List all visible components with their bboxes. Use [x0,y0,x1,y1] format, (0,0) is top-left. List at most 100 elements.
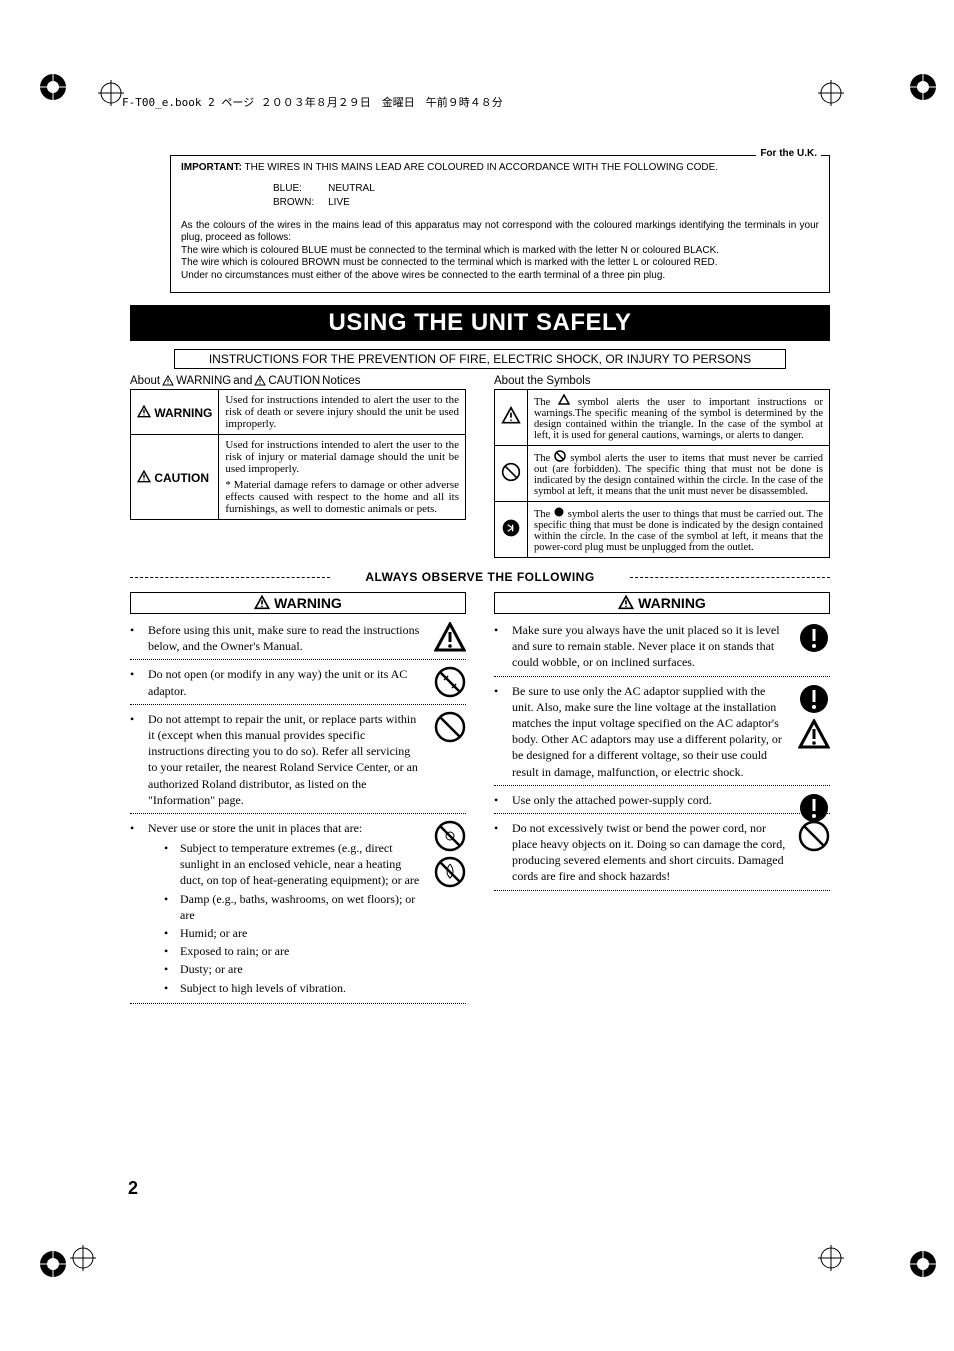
about-notices-head: About WARNING and CAUTION Notices [130,375,466,387]
wire-brown-label: BROWN: [273,197,326,210]
uk-para4: Under no circumstances must either of th… [181,270,819,283]
tri-post: symbol alerts the user to important inst… [534,397,823,441]
symbol-triangle-desc: The symbol alerts the user to important … [528,390,830,446]
about-symbols-head: About the Symbols [494,375,830,387]
wire-color-table: BLUE:NEUTRAL BROWN:LIVE [271,181,389,212]
uk-para3: The wire which is coloured BROWN must be… [181,257,819,270]
bullet-icon: • [164,891,172,923]
caution-desc: Used for instructions intended to alert … [219,435,466,520]
uk-para2: The wire which is coloured BLUE must be … [181,245,819,258]
warning-box-right: WARNING [494,592,830,614]
about-pre: About [130,375,160,387]
sub-dusty: • Dusty; or are [164,961,422,977]
dot-post: symbol alerts the user to things that mu… [534,509,823,553]
notices-left: About WARNING and CAUTION Notices WARNIN… [130,375,466,558]
sub-damp: •Damp (e.g., baths, washrooms, on wet fl… [164,891,422,923]
no-heat-icon [434,820,466,852]
unplug-icon [501,518,521,538]
bullet-icon: • [164,980,172,996]
warnings-left-col: WARNING • Before using this unit, make s… [130,584,466,1004]
symbol-forbidden-cell [495,446,528,502]
no-water-icon [434,856,466,888]
sub-damp-text: Damp (e.g., baths, washrooms, on wet flo… [180,891,422,923]
sub-vibration-text: Subject to high levels of vibration. [180,980,346,996]
uk-notice-box: For the U.K. IMPORTANT: THE WIRES IN THI… [170,155,830,293]
bullet-icon: • [130,666,140,698]
symbol-unplug-cell [495,502,528,558]
symbol-unplug-desc: The symbol alerts the user to things tha… [528,502,830,558]
warn-text-places: Never use or store the unit in places th… [148,821,362,835]
sub-vibration: • Subject to high levels of vibration. [164,980,422,996]
sub-humid: • Humid; or are [164,925,422,941]
warning-triangle-icon [162,375,174,387]
wire-blue-label: BLUE: [273,183,326,196]
symbol-triangle-cell [495,390,528,446]
caution-triangle-icon [254,375,266,387]
warn-text-places-wrap: Never use or store the unit in places th… [148,820,422,998]
warning-cell-label: WARNING [131,390,219,435]
warn-item-bend: • Do not excessively twist or bend the p… [494,820,830,891]
warn-text-read: Before using this unit, make sure to rea… [148,622,422,654]
uk-important: IMPORTANT: THE WIRES IN THIS MAINS LEAD … [181,162,819,175]
about-caution: CAUTION [268,375,320,387]
alert-triangle-filled-icon [798,719,830,751]
warning-box-text: WARNING [274,595,342,611]
warning-box-left: WARNING [130,592,466,614]
warn-item-open: • Do not open (or modify in any way) the… [130,666,466,704]
inline-forbidden-icon [554,450,566,462]
bullet-icon: • [494,683,504,780]
caution-cell-label: CAUTION [131,435,219,520]
uk-label: For the U.K. [756,148,821,161]
bullet-icon: • [164,925,172,941]
warn-item-read: • Before using this unit, make sure to r… [130,622,466,660]
crossmark-bl [70,1245,96,1271]
bullet-icon: • [494,820,504,885]
page-header: F-T00_e.book 2 ページ ２００３年８月２９日 金曜日 午前９時４８… [122,94,503,110]
caution-text: Used for instructions intended to alert … [225,439,459,475]
warn-text-level: Make sure you always have the unit place… [512,622,786,671]
about-and: and [233,375,252,387]
bullet-icon: • [130,622,140,654]
inline-triangle-icon [558,394,570,406]
crossmark-br [818,1245,844,1271]
sub-temp: •Subject to temperature extremes (e.g., … [164,840,422,889]
mandatory-icon [798,622,830,654]
warn-text-open: Do not open (or modify in any way) the u… [148,666,422,698]
warn-text-adaptor: Be sure to use only the AC adaptor suppl… [512,683,786,780]
bullet-icon: • [494,622,504,671]
wire-brown-meaning: LIVE [328,197,387,210]
mandatory-icon [798,683,830,715]
section-banner: USING THE UNIT SAFELY [130,305,830,341]
caution-triangle-icon [137,470,151,484]
bullet-icon: • [130,820,140,998]
sub-rain-text: Exposed to rain; or are [180,943,289,959]
warn-text-bend: Do not excessively twist or bend the pow… [512,820,786,885]
uk-important-prefix: IMPORTANT: [181,162,242,173]
no-disassemble-icon [501,462,521,482]
caution-label-text: CAUTION [154,471,209,485]
sub-humid-text: Humid; or are [180,925,247,941]
bullet-icon: • [494,792,504,808]
uk-important-text: THE WIRES IN THIS MAINS LEAD ARE COLOURE… [242,162,718,173]
instructions-box: INSTRUCTIONS FOR THE PREVENTION OF FIRE,… [174,349,786,369]
crossmark-tr [818,80,844,106]
bullet-icon: • [164,961,172,977]
no-disassemble-icon [434,666,466,698]
warning-box-text: WARNING [638,595,706,611]
regmark-bl [38,1249,68,1279]
warn-item-adaptor: • Be sure to use only the AC adaptor sup… [494,683,830,786]
warning-desc: Used for instructions intended to alert … [219,390,466,435]
regmark-br [908,1249,938,1279]
warn-item-cord: • Use only the attached power-supply cor… [494,792,830,814]
warning-triangle-icon [137,405,151,419]
forbidden-icon [434,711,466,743]
page-body: For the U.K. IMPORTANT: THE WIRES IN THI… [130,155,830,1004]
sub-dusty-text: Dusty; or are [180,961,243,977]
alert-triangle-filled-icon [434,622,466,654]
warning-triangle-icon [254,595,270,611]
regmark-tr [908,72,938,102]
warning-triangle-icon [618,595,634,611]
about-warn: WARNING [176,375,231,387]
bullet-icon: • [164,840,172,889]
warnings-right-col: WARNING • Make sure you always have the … [494,584,830,1004]
